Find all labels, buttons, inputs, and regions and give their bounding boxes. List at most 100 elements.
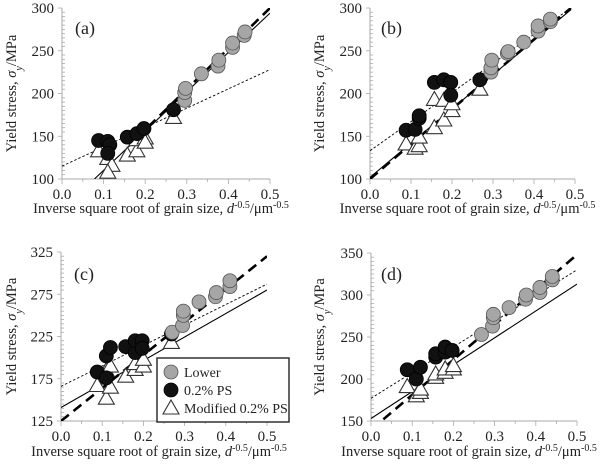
fit-line-dashed-bold <box>61 255 267 421</box>
data-point-circle-gray <box>211 52 227 68</box>
data-point-triangle-open <box>88 376 107 393</box>
legend-marker-triangle-open <box>162 398 180 415</box>
x-tick-label: 0.5 <box>261 187 280 203</box>
data-point-triangle-open <box>98 163 117 179</box>
data-point-circle-black <box>166 102 181 118</box>
data-point-circle-black <box>98 370 114 386</box>
panel-label: (d) <box>381 264 402 285</box>
data-point-triangle-open <box>398 377 417 394</box>
data-point-circle-gray <box>225 35 240 51</box>
data-points <box>89 24 253 179</box>
y-tick-label: 325 <box>31 245 54 261</box>
data-point-circle-black <box>444 343 460 358</box>
data-point-circle-gray <box>193 66 209 82</box>
data-points <box>398 269 560 403</box>
x-tick-label: 0.2 <box>136 187 155 203</box>
y-tick-label: 350 <box>341 246 364 262</box>
x-tick-label: 0.1 <box>94 187 113 203</box>
x-tick-label: 0.1 <box>93 429 112 445</box>
x-tick-label: 0.2 <box>443 187 462 203</box>
x-tick-label: 0.2 <box>444 429 463 445</box>
x-axis-label: Inverse square root of grain size, d-0.5… <box>31 443 287 461</box>
legend-entry-label: Lower <box>184 366 221 381</box>
x-tick-label: 0.5 <box>568 429 587 445</box>
x-axis-label: Inverse square root of grain size, d-0.5… <box>33 200 289 218</box>
x-tick-label: 0.5 <box>566 187 585 203</box>
data-point-circle-gray <box>544 269 560 284</box>
data-point-circle-gray <box>164 324 180 340</box>
x-tick-label: 0.3 <box>175 429 194 445</box>
data-points <box>88 273 238 405</box>
data-point-triangle-open <box>425 118 444 135</box>
x-tick-label: 0.5 <box>258 429 277 445</box>
legend: Lower 0.2% PS Modified 0.2% PS <box>156 357 290 423</box>
x-tick-label: 0.3 <box>485 429 504 445</box>
data-point-circle-gray <box>191 294 207 310</box>
data-point-triangle-open <box>127 141 146 158</box>
data-point-circle-gray <box>485 306 501 322</box>
y-tick-label: 150 <box>32 129 55 145</box>
x-tick-label: 0.4 <box>216 429 235 445</box>
y-tick-label: 300 <box>341 288 364 304</box>
legend-entry-label: Modified 0.2% PS <box>184 402 288 417</box>
x-tick-label: 0.1 <box>403 429 422 445</box>
data-point-circle-gray <box>532 280 548 295</box>
legend-entry-label: 0.2% PS <box>184 384 232 399</box>
x-tick-label: 0.4 <box>526 429 545 445</box>
y-tick-label: 225 <box>31 330 54 346</box>
fit-line-solid <box>371 283 577 419</box>
data-point-circle-black <box>103 340 118 355</box>
data-point-circle-gray <box>543 11 558 27</box>
x-tick-label: 0.0 <box>52 429 71 445</box>
x-tick-label: 0.0 <box>362 429 381 445</box>
data-point-triangle-open <box>411 379 430 396</box>
panel-label: (b) <box>381 18 402 39</box>
data-point-triangle-open <box>443 94 461 111</box>
legend-marker-circle-gray <box>163 364 179 380</box>
y-tick-label: 100 <box>340 172 363 188</box>
data-point-circle-black <box>413 359 428 375</box>
y-tick-label: 100 <box>32 172 55 188</box>
data-point-circle-gray <box>530 18 546 34</box>
x-tick-label: 0.3 <box>484 187 503 203</box>
x-tick-label: 0.1 <box>402 187 421 203</box>
data-point-circle-gray <box>474 327 489 342</box>
y-axis-label: Yield stress, σy/MPa <box>312 34 333 152</box>
data-point-circle-black <box>443 74 459 90</box>
data-point-circle-black <box>443 87 459 103</box>
x-tick-label: 0.4 <box>525 187 544 203</box>
data-point-circle-black <box>136 121 152 136</box>
data-point-circle-gray <box>208 285 224 300</box>
panel-label: (a) <box>75 18 95 39</box>
data-point-triangle-open <box>470 80 489 96</box>
data-point-circle-black <box>472 72 488 88</box>
y-tick-label: 300 <box>32 1 55 17</box>
panel-c: 0.0 0.1 0.2 0.3 0.4 0.5 125 175 225 275 325 Inverse… <box>4 245 290 461</box>
y-tick-label: 200 <box>32 87 55 103</box>
y-axis-label: Yield stress, σy/MPa <box>4 277 25 395</box>
data-point-circle-black <box>411 108 427 124</box>
y-tick-label: 275 <box>31 287 54 303</box>
legend-marker-circle-black <box>163 382 179 398</box>
data-point-circle-gray <box>484 52 500 68</box>
data-point-circle-gray <box>178 80 193 96</box>
y-tick-label: 150 <box>340 129 363 145</box>
data-point-circle-gray <box>237 24 253 40</box>
y-axis-label: Yield stress, σy/MPa <box>312 278 333 396</box>
x-axis-label: Inverse square root of grain size, d-0.5… <box>341 443 597 461</box>
y-axis-label: Yield stress, σy/MPa <box>4 34 25 152</box>
data-point-circle-gray <box>175 303 191 319</box>
x-tick-label: 0.2 <box>134 429 153 445</box>
y-tick-label: 175 <box>31 372 54 388</box>
panel-b: 0.0 0.1 0.2 0.3 0.4 0.5 100 150 200 250 300 Inverse… <box>312 1 595 217</box>
data-point-triangle-open <box>136 133 155 149</box>
y-tick-label: 300 <box>340 1 363 17</box>
x-tick-label: 0.3 <box>177 187 196 203</box>
data-point-triangle-open <box>101 378 120 394</box>
panel-label: (c) <box>74 264 94 285</box>
data-point-circle-gray <box>222 273 238 289</box>
data-point-circle-black <box>100 145 116 161</box>
y-tick-label: 250 <box>340 44 363 60</box>
x-tick-label: 0.4 <box>219 187 238 203</box>
